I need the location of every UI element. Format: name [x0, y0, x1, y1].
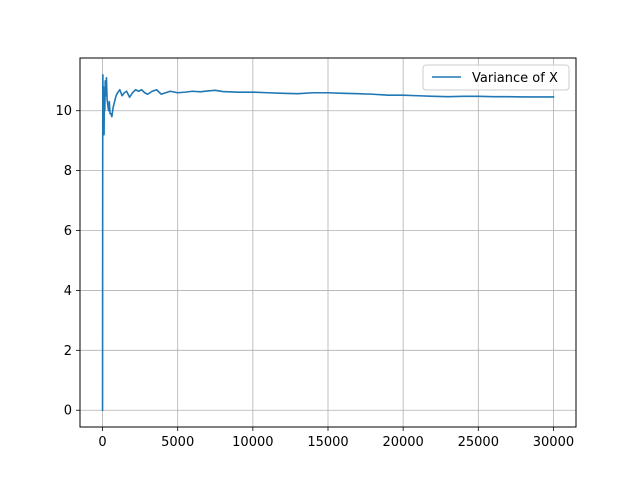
- y-tick-label: 10: [55, 104, 72, 119]
- grid: [80, 58, 576, 427]
- y-tick-label: 4: [64, 284, 72, 299]
- legend-box: [422, 64, 570, 91]
- legend-label-variance-of-x: Variance of X: [472, 71, 558, 86]
- x-axis: 0 5000 10000 15000 20000 25000 30000: [98, 427, 574, 450]
- y-tick-label: 0: [64, 404, 72, 419]
- x-tick-label: 10000: [232, 435, 273, 450]
- x-tick-label: 30000: [533, 435, 574, 450]
- x-tick-label: 15000: [307, 435, 348, 450]
- legend: Variance of X: [422, 64, 570, 91]
- y-tick-label: 2: [64, 344, 72, 359]
- x-tick-label: 20000: [382, 435, 423, 450]
- y-axis: 0 2 4 6 8 10: [55, 104, 80, 419]
- series-group: [101, 73, 555, 412]
- series-line-variance-of-x: [101, 73, 555, 412]
- y-tick-label: 8: [64, 164, 72, 179]
- x-tick-label: 0: [98, 435, 106, 450]
- y-tick-label: 6: [64, 224, 72, 239]
- x-tick-label: 25000: [458, 435, 499, 450]
- x-tick-label: 5000: [161, 435, 194, 450]
